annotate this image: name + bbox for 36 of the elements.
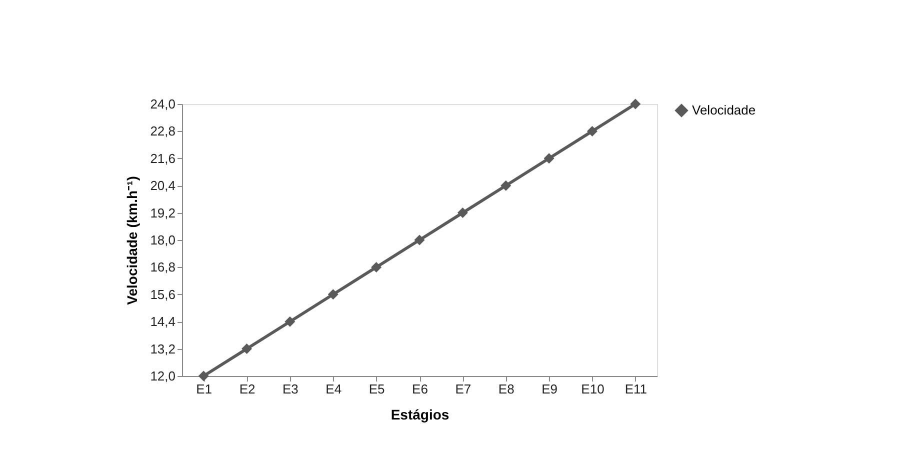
point — [500, 180, 512, 191]
y-tick-label: 14,4 — [150, 314, 176, 330]
y-tick-label: 21,6 — [150, 150, 176, 166]
y-tick-label: 12,0 — [150, 368, 176, 384]
y-tick-label: 15,6 — [150, 286, 176, 302]
x-tick-label: E4 — [326, 382, 342, 396]
point — [414, 234, 425, 246]
point — [242, 344, 252, 354]
point — [284, 316, 296, 327]
point — [630, 98, 641, 110]
x-tick-label: E3 — [282, 382, 298, 396]
x-tick-label: E7 — [455, 382, 472, 396]
x-tick-label: E1 — [196, 382, 212, 396]
y-axis-title: Velocidade (km.h⁻¹) — [124, 176, 140, 305]
point — [371, 262, 382, 272]
x-tick-label: E8 — [498, 382, 514, 396]
x-axis-title: Estágios — [390, 406, 450, 422]
legend-label: Velocidade — [692, 102, 756, 118]
point — [544, 153, 554, 164]
x-tick-label: E10 — [581, 382, 604, 396]
y-tick-label: 20,4 — [150, 178, 176, 194]
x-tick-label: E11 — [624, 382, 647, 396]
y-tick-label: 24,0 — [150, 96, 176, 112]
y-tick-label: 18,0 — [150, 232, 176, 248]
point — [328, 289, 338, 300]
y-tick-label: 22,8 — [150, 124, 176, 139]
point — [198, 370, 209, 382]
x-tick-label: E5 — [368, 382, 385, 396]
x-tick-label: E6 — [412, 382, 428, 396]
y-tick-label: 19,2 — [150, 205, 176, 220]
y-tick-label: 16,8 — [150, 260, 176, 275]
point — [586, 126, 598, 136]
x-tick-label: E2 — [239, 382, 256, 396]
y-tick-label: 13,2 — [150, 341, 176, 356]
point — [457, 208, 468, 218]
x-tick-label: E9 — [542, 382, 558, 396]
